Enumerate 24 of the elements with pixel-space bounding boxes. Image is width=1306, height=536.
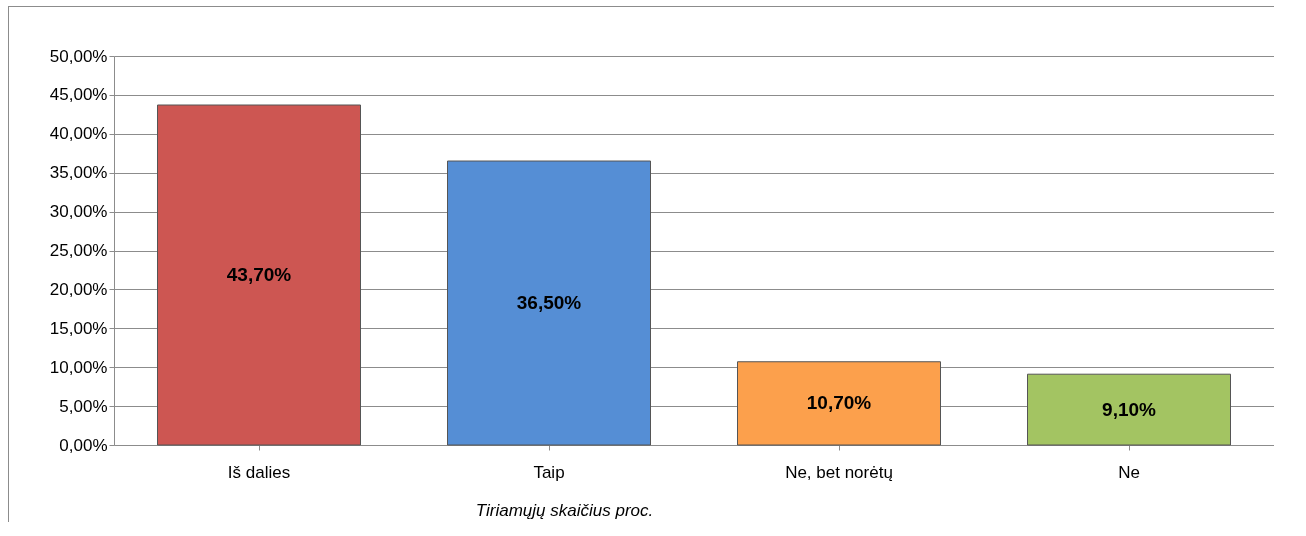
data-label: 10,70% — [806, 392, 872, 414]
bar — [447, 160, 651, 446]
data-label: 43,70% — [226, 264, 292, 286]
y-tick-label: 25,00% — [49, 241, 108, 260]
y-tick-label: 15,00% — [49, 318, 108, 338]
x-tick-label: Ne, bet norėtų — [785, 462, 893, 482]
bar — [737, 361, 941, 446]
x-axis-title: Tiriamųjų skaičius proc. — [475, 500, 654, 520]
x-tick-label: Ne — [1118, 462, 1140, 482]
y-tick-label: 50,00% — [49, 46, 108, 66]
y-tick-label: 45,00% — [49, 85, 108, 105]
x-tick-label: Iš dalies — [227, 462, 291, 482]
bar — [1027, 373, 1231, 446]
y-tick-label: 5,00% — [59, 396, 108, 416]
y-tick-label: 20,00% — [49, 279, 108, 299]
data-label: 9,10% — [1102, 398, 1157, 420]
y-tick-label: 10,00% — [49, 357, 108, 377]
y-tick-label: 0,00% — [59, 435, 108, 455]
y-tick-label: 40,00% — [49, 124, 108, 144]
y-tick-label: 35,00% — [49, 163, 108, 183]
bar — [157, 104, 361, 446]
x-tick-label: Taip — [533, 462, 565, 482]
data-label: 36,50% — [516, 292, 582, 314]
y-tick-label: 30,00% — [49, 202, 108, 222]
